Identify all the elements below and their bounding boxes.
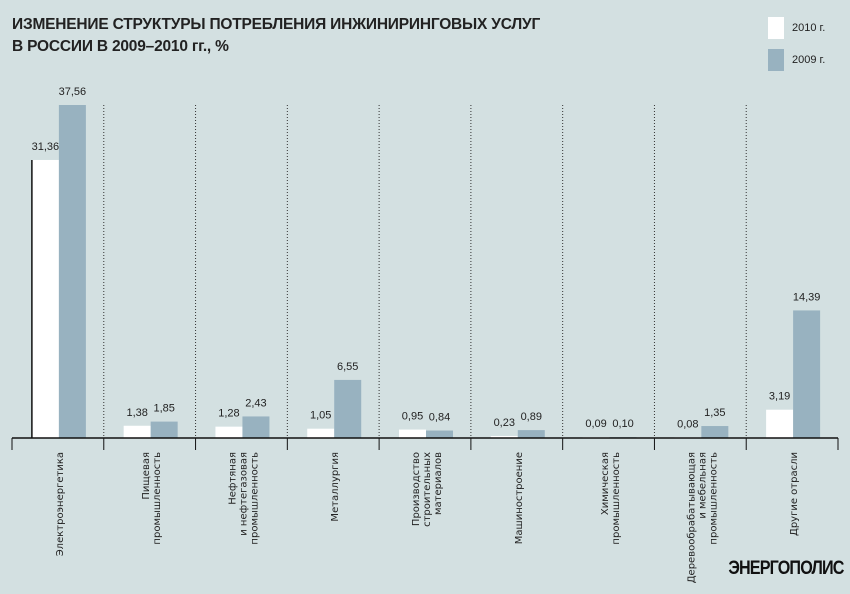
- data-label: 14,39: [793, 291, 821, 303]
- data-label: 0,84: [429, 412, 450, 424]
- category-label: и нефтегазовая: [238, 452, 249, 536]
- category-label: промышленность: [249, 452, 260, 545]
- category-label: Другие отрасли: [789, 452, 800, 536]
- category-label: и мебельная: [697, 452, 708, 519]
- bar-2010: [766, 409, 794, 438]
- data-label: 3,19: [769, 391, 790, 403]
- bar-2010: [123, 425, 151, 438]
- bar-2009: [793, 310, 821, 438]
- data-label: 0,95: [402, 411, 423, 423]
- category-label: Пищевая: [141, 452, 152, 500]
- data-label: 31,36: [32, 141, 60, 153]
- bar-2009: [150, 421, 178, 438]
- category-label: Электроэнергетика: [55, 452, 66, 556]
- legend-item-2009: 2009 г.: [768, 49, 825, 71]
- category-label: строительных: [422, 452, 433, 527]
- data-label: 1,28: [218, 408, 239, 420]
- data-label: 2,43: [245, 397, 266, 409]
- chart-title: ИЗМЕНЕНИЕ СТРУКТУРЫ ПОТРЕБЛЕНИЯ ИНЖИНИРИ…: [12, 14, 540, 58]
- category-label: Деревообрабатывающая: [686, 452, 697, 583]
- data-label: 0,89: [521, 411, 542, 423]
- legend-label-2010: 2010 г.: [792, 22, 826, 34]
- bar-2009: [58, 105, 86, 438]
- data-label: 0,09: [585, 418, 606, 430]
- bar-2009: [242, 416, 270, 438]
- bar-2010: [307, 428, 335, 438]
- bar-2010: [215, 426, 243, 438]
- data-label: 0,23: [494, 417, 515, 429]
- data-label: 0,10: [612, 418, 633, 430]
- data-label: 1,35: [704, 407, 725, 419]
- category-label: Химическая: [600, 452, 611, 515]
- category-label: Нефтяная: [227, 452, 238, 505]
- category-label: Машиностроение: [514, 452, 525, 544]
- bar-2010: [490, 435, 518, 438]
- data-label: 1,85: [153, 403, 174, 415]
- bar-2010: [399, 429, 426, 438]
- category-label: Производство: [411, 452, 422, 526]
- legend-label-2009: 2009 г.: [792, 54, 826, 66]
- data-label: 0,08: [677, 418, 698, 430]
- logo: ЭНЕРГОПОЛИС: [728, 558, 845, 579]
- bar-2009: [334, 379, 362, 438]
- bar-2009: [701, 426, 729, 438]
- data-label: 1,05: [310, 410, 331, 422]
- title-line-2: В РОССИИ В 2009–2010 гг., %: [12, 38, 229, 55]
- category-label: Металлургия: [330, 452, 341, 522]
- title-line-1: ИЗМЕНЕНИЕ СТРУКТУРЫ ПОТРЕБЛЕНИЯ ИНЖИНИРИ…: [12, 16, 541, 33]
- legend-swatch-2009: [768, 49, 784, 71]
- data-label: 6,55: [337, 361, 358, 373]
- category-label: материалов: [433, 452, 444, 515]
- category-label: промышленность: [152, 452, 163, 545]
- legend-item-2010: 2010 г.: [768, 17, 825, 39]
- category-label: промышленность: [611, 452, 622, 545]
- data-label: 37,56: [59, 86, 87, 98]
- category-label: промышленность: [708, 452, 719, 545]
- legend-swatch-2010: [768, 17, 784, 39]
- bar-2009: [426, 430, 453, 438]
- bar-2009: [517, 430, 545, 438]
- data-label: 1,38: [126, 407, 147, 419]
- bar-2010: [31, 159, 59, 438]
